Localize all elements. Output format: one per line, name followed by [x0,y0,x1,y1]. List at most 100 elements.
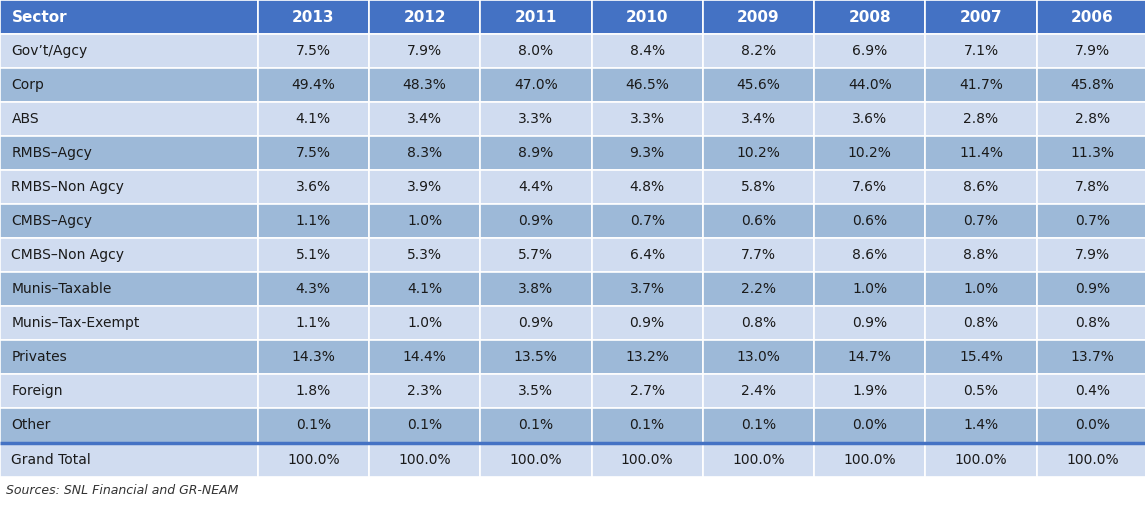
Bar [925,375,1036,409]
Text: 0.9%: 0.9% [519,316,553,330]
Text: 8.2%: 8.2% [741,44,776,58]
Bar [925,340,1036,375]
Text: RMBS–Agcy: RMBS–Agcy [11,146,93,160]
Text: 100.0%: 100.0% [1066,453,1119,467]
Bar [814,340,925,375]
Text: Sources: SNL Financial and GR-NEAM: Sources: SNL Financial and GR-NEAM [6,484,238,497]
Bar [369,306,480,340]
Text: 4.4%: 4.4% [519,180,553,194]
Bar [258,0,369,34]
Bar [369,409,480,442]
Bar [814,375,925,409]
Text: 100.0%: 100.0% [510,453,562,467]
Text: Privates: Privates [11,350,68,365]
Bar [925,272,1036,306]
Bar [703,0,814,34]
Bar [592,306,703,340]
Text: 6.4%: 6.4% [630,248,665,262]
Bar [1036,340,1145,375]
Bar [369,34,480,68]
Text: 0.1%: 0.1% [741,419,776,433]
Bar [592,340,703,375]
Text: 2.8%: 2.8% [963,112,998,126]
Text: 1.0%: 1.0% [406,316,442,330]
Text: 13.0%: 13.0% [736,350,781,365]
Bar [480,0,592,34]
Bar [0,409,258,442]
Bar [1036,136,1145,170]
Text: 0.7%: 0.7% [1075,214,1110,228]
Bar [1036,409,1145,442]
Text: 5.7%: 5.7% [519,248,553,262]
Text: 3.5%: 3.5% [519,384,553,398]
Bar [703,170,814,204]
Bar [0,204,258,238]
Bar [592,238,703,272]
Text: 0.1%: 0.1% [630,419,665,433]
Bar [703,102,814,136]
Bar [703,136,814,170]
Text: 7.1%: 7.1% [963,44,998,58]
Bar [0,136,258,170]
Bar [480,375,592,409]
Bar [1036,102,1145,136]
Text: Munis–Tax-Exempt: Munis–Tax-Exempt [11,316,140,330]
Text: 14.4%: 14.4% [403,350,447,365]
Bar [0,306,258,340]
Text: 0.7%: 0.7% [964,214,998,228]
Bar [814,272,925,306]
Bar [0,238,258,272]
Bar [814,409,925,442]
Text: 100.0%: 100.0% [844,453,897,467]
Bar [592,272,703,306]
Text: 8.9%: 8.9% [519,146,553,160]
Bar [369,68,480,102]
Text: 8.8%: 8.8% [963,248,998,262]
Bar [0,442,258,477]
Bar [703,272,814,306]
Text: 2.3%: 2.3% [408,384,442,398]
Text: 100.0%: 100.0% [621,453,673,467]
Bar [1036,306,1145,340]
Bar [592,375,703,409]
Bar [814,102,925,136]
Bar [814,0,925,34]
Text: 100.0%: 100.0% [955,453,1008,467]
Text: 5.1%: 5.1% [295,248,331,262]
Bar [592,0,703,34]
Bar [925,306,1036,340]
Text: ABS: ABS [11,112,39,126]
Bar [814,442,925,477]
Bar [592,204,703,238]
Bar [258,375,369,409]
Text: 3.9%: 3.9% [406,180,442,194]
Bar [258,136,369,170]
Text: 2.2%: 2.2% [741,282,776,296]
Text: 10.2%: 10.2% [736,146,781,160]
Text: 0.9%: 0.9% [1075,282,1110,296]
Text: 0.9%: 0.9% [852,316,887,330]
Bar [703,375,814,409]
Bar [925,102,1036,136]
Text: Munis–Taxable: Munis–Taxable [11,282,112,296]
Bar [925,409,1036,442]
Text: 15.4%: 15.4% [960,350,1003,365]
Text: 7.7%: 7.7% [741,248,776,262]
Bar [0,272,258,306]
Text: 7.5%: 7.5% [295,44,331,58]
Text: 2007: 2007 [960,9,1002,24]
Text: 13.7%: 13.7% [1071,350,1114,365]
Bar [1036,375,1145,409]
Bar [0,102,258,136]
Text: 1.0%: 1.0% [406,214,442,228]
Text: 8.6%: 8.6% [963,180,998,194]
Text: 0.1%: 0.1% [519,419,553,433]
Bar [480,272,592,306]
Bar [258,340,369,375]
Bar [1036,0,1145,34]
Text: 11.4%: 11.4% [960,146,1003,160]
Bar [925,136,1036,170]
Bar [258,306,369,340]
Bar [814,306,925,340]
Text: 13.2%: 13.2% [625,350,669,365]
